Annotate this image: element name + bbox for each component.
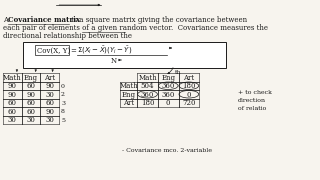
- Text: 8: 8: [61, 109, 65, 114]
- Text: 0: 0: [187, 91, 191, 99]
- Text: is a square matrix giving the covariance between: is a square matrix giving the covariance…: [68, 16, 247, 24]
- Text: + to check: + to check: [238, 90, 272, 95]
- Text: each pair of elements of a given random vector.  Covariance measures the: each pair of elements of a given random …: [3, 24, 268, 32]
- Text: 5: 5: [61, 118, 65, 123]
- Text: =: =: [70, 47, 76, 55]
- Text: Covariance matrix: Covariance matrix: [8, 16, 80, 24]
- Text: 90: 90: [8, 82, 17, 90]
- Text: 90: 90: [45, 108, 54, 116]
- Text: 2: 2: [61, 92, 65, 97]
- Text: 60: 60: [27, 108, 36, 116]
- Text: Math: Math: [119, 82, 138, 90]
- Text: 180: 180: [141, 99, 154, 107]
- Text: Eng: Eng: [122, 91, 136, 99]
- Text: 720: 720: [182, 99, 196, 107]
- Bar: [23, 42, 226, 68]
- Text: Math: Math: [3, 74, 21, 82]
- Text: Eng: Eng: [161, 74, 175, 82]
- Text: 60: 60: [27, 99, 36, 107]
- Text: direction: direction: [238, 98, 266, 103]
- Text: 60: 60: [45, 99, 54, 107]
- Text: th: th: [175, 70, 181, 75]
- Text: directional relationship between the: directional relationship between the: [3, 32, 132, 40]
- Text: Art: Art: [123, 99, 134, 107]
- Text: 0: 0: [61, 84, 65, 89]
- Text: of relatio: of relatio: [238, 106, 266, 111]
- Text: Art: Art: [44, 74, 55, 82]
- Text: 360: 360: [162, 82, 175, 90]
- Bar: [35, 45, 68, 55]
- Text: 30: 30: [8, 116, 17, 124]
- Text: 0: 0: [166, 99, 171, 107]
- Text: N: N: [111, 57, 117, 65]
- Text: 30: 30: [45, 116, 54, 124]
- Text: 90: 90: [8, 91, 17, 99]
- Text: 3: 3: [61, 101, 65, 106]
- Text: - Covariance mco. 2-variable: - Covariance mco. 2-variable: [122, 148, 212, 153]
- Text: Art: Art: [183, 74, 195, 82]
- Text: Eng: Eng: [24, 74, 38, 82]
- Text: 90: 90: [45, 82, 54, 90]
- Text: 60: 60: [8, 99, 17, 107]
- Text: 30: 30: [27, 116, 36, 124]
- Text: 504: 504: [141, 82, 154, 90]
- Text: 180: 180: [182, 82, 196, 90]
- Text: A: A: [3, 16, 10, 24]
- Text: Math: Math: [138, 74, 157, 82]
- Text: 90: 90: [27, 91, 36, 99]
- Text: 60: 60: [8, 108, 17, 116]
- Text: $\Sigma(X_i - \bar{X})(Y_i - \bar{Y})$: $\Sigma(X_i - \bar{X})(Y_i - \bar{Y})$: [77, 45, 132, 56]
- Text: 30: 30: [45, 91, 54, 99]
- Text: Cov(X, Y): Cov(X, Y): [37, 47, 70, 55]
- Text: 60: 60: [27, 82, 36, 90]
- Text: 360: 360: [141, 91, 154, 99]
- Text: 360: 360: [162, 91, 175, 99]
